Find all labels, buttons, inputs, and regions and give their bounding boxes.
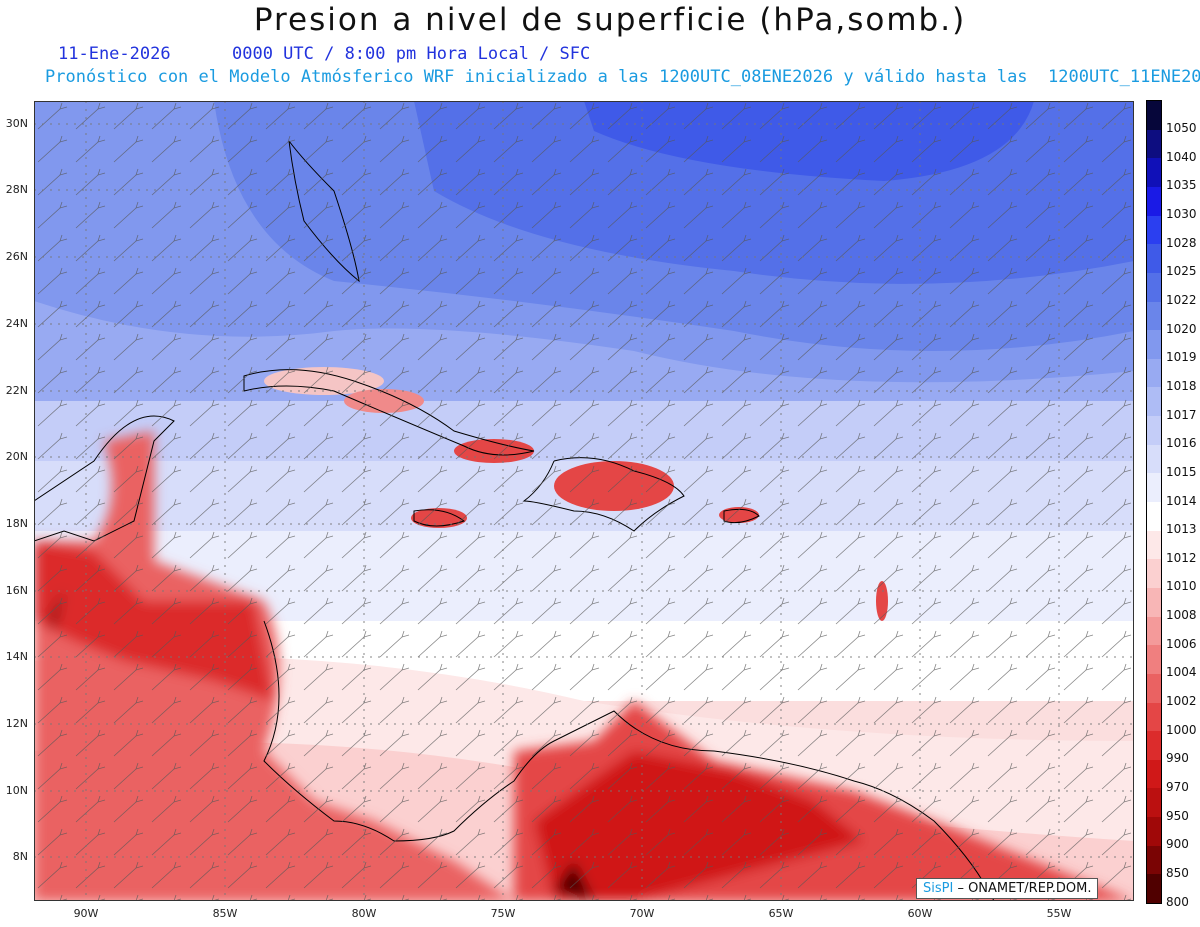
colorbar-label: 850 [1166, 865, 1189, 880]
colorbar-segment [1147, 616, 1161, 646]
sispi-logo: SisPI [923, 881, 954, 896]
lat-label: 20N [5, 450, 28, 463]
colorbar-segment [1147, 645, 1161, 675]
colorbar-segment [1147, 215, 1161, 245]
colorbar-label: 1018 [1166, 378, 1197, 393]
colorbar-segment [1147, 158, 1161, 188]
colorbar-segment [1147, 444, 1161, 474]
colorbar-label: 1006 [1166, 636, 1197, 651]
colorbar-label: 1016 [1166, 436, 1197, 451]
colorbar-label: 1035 [1166, 178, 1197, 193]
lon-label: 55W [1046, 907, 1072, 920]
colorbar-label: 1017 [1166, 407, 1197, 422]
colorbar-segment [1147, 101, 1161, 131]
credit-text: – ONAMET/REP.DOM. [953, 881, 1092, 896]
colorbar-label: 1020 [1166, 321, 1197, 336]
lat-label: 12N [5, 717, 28, 730]
colorbar-label: 1030 [1166, 207, 1197, 222]
colorbar-label: 800 [1166, 894, 1189, 909]
pressure-map [34, 101, 1134, 901]
lat-label: 30N [5, 117, 28, 130]
colorbar-segment [1147, 559, 1161, 589]
colorbar-label: 1014 [1166, 493, 1197, 508]
lat-label: 10N [5, 784, 28, 797]
pressure-colorbar [1146, 100, 1162, 904]
colorbar-label: 990 [1166, 751, 1189, 766]
pressure-field [34, 101, 1134, 901]
colorbar-label: 900 [1166, 837, 1189, 852]
lon-label: 60W [907, 907, 933, 920]
lon-label: 75W [490, 907, 516, 920]
lon-label: 65W [768, 907, 794, 920]
colorbar-label: 1010 [1166, 579, 1197, 594]
colorbar-segment [1147, 186, 1161, 217]
colorbar-label: 1050 [1166, 121, 1197, 136]
colorbar-segment [1147, 587, 1161, 618]
lat-label: 28N [5, 183, 28, 196]
colorbar-segment [1147, 731, 1161, 761]
colorbar-segment [1147, 330, 1161, 360]
colorbar-segment [1147, 129, 1161, 159]
lon-label: 80W [351, 907, 377, 920]
lon-label: 85W [212, 907, 238, 920]
colorbar-segment [1147, 759, 1161, 789]
colorbar-label: 1013 [1166, 522, 1197, 537]
colorbar-label: 1012 [1166, 550, 1197, 565]
colorbar-segment [1147, 416, 1161, 446]
lat-label: 26N [5, 250, 28, 263]
colorbar-segment [1147, 473, 1161, 503]
lat-label: 24N [5, 317, 28, 330]
colorbar-segment [1147, 530, 1161, 560]
colorbar-segment [1147, 301, 1161, 331]
colorbar-label: 1000 [1166, 722, 1197, 737]
colorbar-label: 1025 [1166, 264, 1197, 279]
colorbar-label: 1040 [1166, 149, 1197, 164]
lat-label: 16N [5, 584, 28, 597]
colorbar-segment [1147, 272, 1161, 302]
colorbar-label: 1004 [1166, 665, 1197, 680]
colorbar-label: 1002 [1166, 694, 1197, 709]
colorbar-segment [1147, 244, 1161, 274]
colorbar-label: 1019 [1166, 350, 1197, 365]
forecast-info-line: Pronóstico con el Modelo Atmósferico WRF… [45, 67, 1200, 87]
colorbar-segment [1147, 874, 1161, 904]
colorbar-label: 1008 [1166, 608, 1197, 623]
colorbar-segment [1147, 358, 1161, 388]
colorbar-label: 1028 [1166, 235, 1197, 250]
map-title: Presion a nivel de superficie (hPa,somb.… [253, 2, 967, 38]
colorbar-label: 950 [1166, 808, 1189, 823]
lat-label: 18N [5, 517, 28, 530]
colorbar-label: 1022 [1166, 293, 1197, 308]
colorbar-segment [1147, 788, 1161, 818]
lat-label: 8N [12, 850, 28, 863]
lon-label: 70W [629, 907, 655, 920]
colorbar-segment [1147, 673, 1161, 703]
lat-label: 14N [5, 650, 28, 663]
colorbar-segment [1147, 387, 1161, 417]
valid-time-line: 11-Ene-2026 0000 UTC / 8:00 pm Hora Loca… [58, 44, 591, 64]
colorbar-segment [1147, 702, 1161, 732]
colorbar-segment [1147, 817, 1161, 847]
credit-box: SisPI – ONAMET/REP.DOM. [916, 878, 1099, 899]
colorbar-segment [1147, 845, 1161, 875]
colorbar-label: 1015 [1166, 464, 1197, 479]
colorbar-label: 970 [1166, 779, 1189, 794]
colorbar-segment [1147, 502, 1161, 532]
lat-label: 22N [5, 384, 28, 397]
lon-label: 90W [73, 907, 99, 920]
